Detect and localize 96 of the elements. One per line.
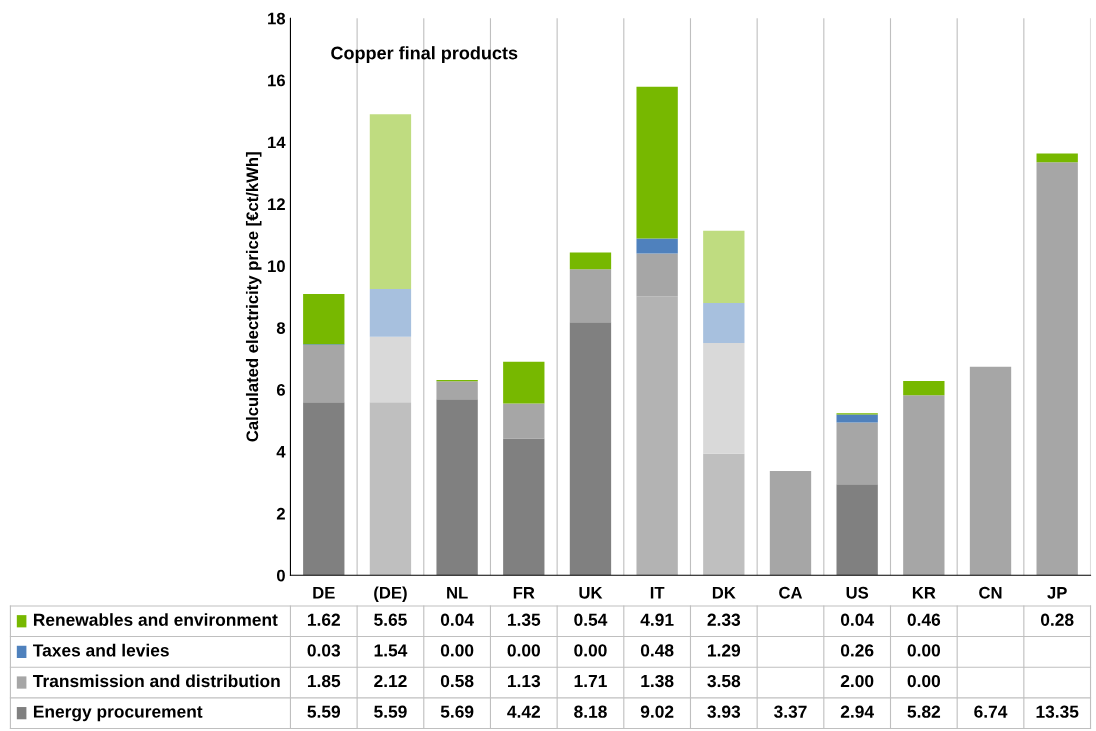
data-label: 3.58	[707, 674, 741, 688]
data-label: 6.74	[974, 705, 1008, 718]
data-label: 1.54	[374, 644, 408, 657]
bar	[369, 402, 412, 576]
x-tick-label: JP	[1047, 587, 1067, 599]
data-label: 0.28	[1040, 613, 1074, 626]
legend-label: Renewables and environment	[33, 613, 278, 626]
data-label: 5.59	[374, 705, 407, 718]
legend-label: Transmission and distribution	[33, 674, 280, 688]
data-label: 0.00	[507, 644, 540, 657]
bar	[1036, 153, 1078, 163]
data-label: 9.02	[640, 705, 674, 718]
x-tick-label: (DE)	[374, 586, 407, 602]
y-axis-title: Calculated electricity price [€ct/kWh]	[245, 152, 262, 442]
data-label: 5.69	[440, 705, 474, 718]
bar	[503, 403, 545, 439]
y-tick-label: 8	[276, 322, 286, 334]
data-label: 0.00	[440, 644, 474, 657]
bar	[703, 453, 745, 576]
bar	[303, 402, 345, 576]
data-label: 5.59	[307, 705, 341, 718]
data-label: 1.13	[508, 674, 541, 688]
data-label: 1.62	[307, 613, 340, 626]
data-label: 0.26	[840, 644, 874, 657]
data-label: 0.48	[640, 644, 674, 657]
y-tick-label: 10	[268, 260, 285, 273]
bar	[636, 253, 678, 297]
data-label: 3.37	[774, 705, 807, 718]
data-label: 1.71	[574, 675, 607, 688]
data-label: 5.65	[374, 613, 407, 626]
bar	[569, 252, 612, 270]
data-label: 0.46	[907, 613, 941, 626]
x-tick-label: UK	[579, 587, 603, 599]
x-tick-label: FR	[513, 587, 535, 599]
bar	[569, 322, 612, 576]
x-tick-label: US	[846, 586, 869, 599]
bar	[503, 361, 545, 404]
data-label: 5.82	[907, 705, 941, 718]
bar	[303, 294, 345, 345]
data-label: 0.04	[440, 613, 474, 626]
bar	[503, 438, 545, 576]
legend-label: Energy procurement	[33, 705, 203, 722]
data-label: 0.04	[840, 613, 874, 626]
bar	[369, 289, 412, 337]
x-tick-label: NL	[447, 587, 468, 599]
data-label: 2.94	[840, 705, 874, 718]
data-label: 0.00	[907, 674, 941, 688]
bar	[703, 302, 745, 343]
data-label: 2.33	[707, 613, 741, 626]
data-label: 2.00	[840, 674, 874, 688]
bar	[903, 380, 945, 396]
data-label: 4.91	[640, 613, 674, 626]
data-label: 1.35	[508, 613, 541, 626]
bar	[369, 336, 412, 403]
bar	[636, 86, 678, 239]
data-label: 13.35	[1036, 705, 1079, 718]
data-label: 0.03	[307, 644, 341, 657]
data-label: 1.38	[641, 674, 674, 688]
bar	[436, 381, 478, 400]
text: Copper final products	[331, 46, 518, 63]
data-label: 2.12	[374, 674, 407, 688]
x-tick-label: IT	[650, 587, 665, 599]
x-tick-label: DE	[313, 587, 335, 599]
bar	[703, 342, 745, 454]
data-label: 1.29	[708, 644, 741, 657]
x-tick-label: CA	[779, 586, 803, 599]
bar	[303, 345, 345, 403]
data-label: 1.85	[307, 674, 341, 688]
data-label: 8.18	[574, 705, 607, 718]
data-label: 0.58	[440, 674, 474, 688]
data-label: 4.42	[507, 705, 540, 718]
bar	[836, 422, 878, 485]
y-tick-label: 18	[268, 12, 286, 25]
data-label: 0.00	[907, 644, 941, 657]
y-tick-label: 2	[276, 507, 285, 520]
data-label: 3.93	[707, 705, 741, 718]
y-tick-label: 16	[268, 74, 285, 87]
data-label: 0.54	[574, 613, 608, 626]
bar	[836, 414, 878, 423]
y-tick-label: 0	[276, 569, 285, 582]
bar	[636, 238, 678, 254]
bar	[369, 114, 412, 290]
x-tick-label: CN	[979, 586, 1002, 599]
bar	[569, 269, 612, 323]
y-tick-label: 4	[276, 446, 286, 458]
legend-label: Taxes and levies	[33, 643, 169, 657]
bar	[636, 296, 678, 576]
y-tick-label: 6	[276, 384, 285, 396]
data-label: 0.00	[574, 644, 607, 657]
y-tick-label: 12	[268, 198, 285, 210]
x-tick-label: DK	[712, 587, 736, 599]
x-tick-label: KR	[912, 587, 936, 599]
bar	[703, 230, 745, 303]
bar	[436, 399, 478, 576]
y-tick-label: 14	[268, 136, 286, 149]
bar	[836, 484, 878, 576]
